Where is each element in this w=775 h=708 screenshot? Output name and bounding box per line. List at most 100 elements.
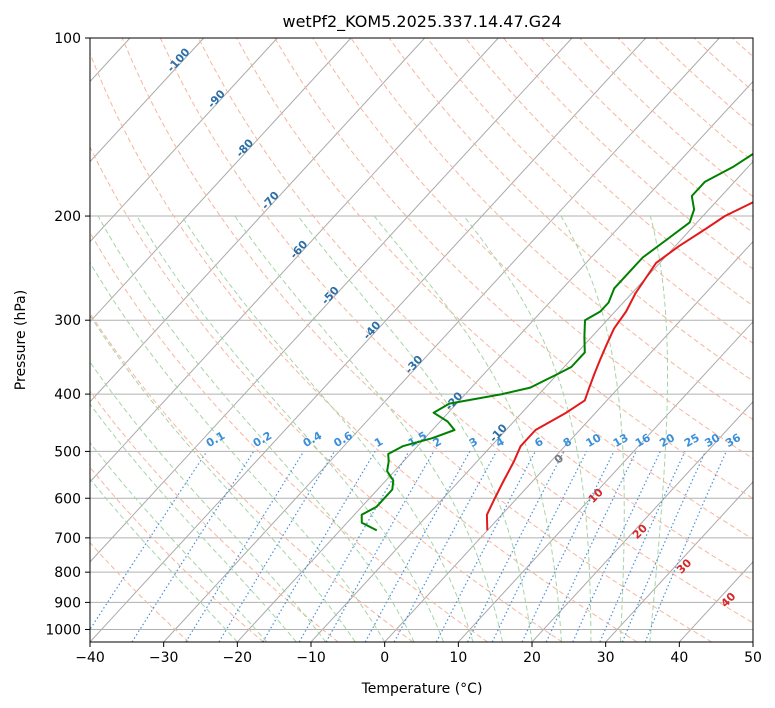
isotherm-label: -90 [205, 87, 228, 111]
dry-adiabat [274, 38, 753, 500]
isotherm-line [90, 38, 205, 163]
y-tick-label: 500 [54, 444, 81, 460]
isotherm-line [90, 38, 278, 243]
isotherm-line [752, 641, 753, 642]
moist-adiabat [463, 215, 592, 642]
x-tick-label: −10 [296, 650, 326, 666]
y-tick-label: 100 [54, 31, 81, 47]
moist-adiabat [90, 361, 327, 642]
isotherm-line [384, 240, 753, 642]
mixing-ratio-label: 30 [702, 431, 722, 450]
dry-adiabat [426, 38, 753, 344]
x-tick-label: −20 [223, 650, 253, 666]
isotherm-line [457, 320, 753, 642]
x-tick-label: 30 [597, 650, 615, 666]
mixing-ratio-line [90, 451, 208, 631]
isotherm-label: -70 [259, 189, 282, 213]
mixing-ratio-line [218, 451, 336, 642]
lifted-temp-label: 0 [552, 451, 567, 466]
isotherm-line [678, 561, 753, 642]
isotherm-line [90, 38, 352, 323]
y-tick-label: 600 [54, 491, 81, 507]
isotherm-label: -100 [165, 45, 193, 74]
background-lines [90, 38, 753, 642]
moist-adiabat [297, 215, 533, 642]
isotherm-label: -40 [360, 318, 383, 342]
isotherm-line [605, 481, 753, 642]
isotherm-line [236, 80, 753, 642]
dry-adiabat [121, 38, 712, 642]
mixing-ratio-line [325, 451, 435, 642]
isotherm-line [531, 401, 753, 642]
moist-adiabat [90, 261, 386, 642]
moist-adiabat [234, 215, 503, 642]
mixing-ratio-line [466, 451, 565, 642]
moist-adiabat [649, 215, 668, 642]
dry-adiabat [159, 38, 753, 624]
y-tick-label: 700 [54, 531, 81, 547]
mixing-ratio-label: 1 [372, 435, 385, 450]
mixing-ratio-label: 25 [682, 431, 702, 450]
mixing-ratio-label: 36 [723, 431, 743, 450]
x-tick-label: −40 [75, 650, 105, 666]
x-axis: −40 −30 −20 −10 0 10 20 30 40 50 [75, 642, 762, 666]
dry-adiabat [236, 38, 753, 540]
lifted-temp-label: 10 [586, 486, 606, 506]
dry-adiabat [731, 38, 753, 58]
moist-adiabat [97, 215, 415, 642]
dry-adiabat [503, 38, 753, 270]
plot-frame [89, 37, 754, 643]
mixing-ratio-line [621, 451, 707, 642]
mixing-ratio-label: 0.6 [332, 429, 356, 450]
moist-adiabat [90, 478, 238, 642]
moist-adiabat [560, 215, 625, 642]
x-tick-label: 50 [744, 650, 762, 666]
mixing-ratio-line [572, 451, 661, 642]
dry-adiabat [388, 38, 753, 382]
mixing-ratio-label: 0.1 [204, 429, 227, 450]
isotherm-label: -30 [403, 353, 426, 377]
mixing-ratio-label: 0.4 [301, 429, 325, 450]
y-tick-label: 300 [54, 313, 81, 329]
dry-adiabat [312, 38, 753, 460]
isotherm-line [310, 160, 753, 642]
x-tick-label: −30 [149, 650, 179, 666]
lifted-temp-label: 40 [718, 590, 738, 610]
mixing-ratio-line [131, 451, 255, 642]
y-tick-label: 1000 [45, 622, 81, 638]
y-tick-label: 800 [54, 565, 81, 581]
dewpoint-profile-line [360, 152, 753, 532]
mixing-ratio-label: 3 [467, 435, 480, 450]
mixing-ratio-line [644, 451, 727, 642]
dry-adiabat [198, 38, 753, 582]
mixing-ratio-label: 6 [532, 435, 545, 450]
mixing-ratio-label: 20 [657, 431, 677, 450]
moist-adiabat [90, 441, 268, 642]
mixing-ratio-line [393, 451, 498, 642]
moist-adiabat [181, 215, 474, 642]
isotherm-line [163, 38, 720, 642]
moist-adiabat [90, 314, 356, 642]
lifted-temp-label: 30 [674, 556, 694, 576]
dry-adiabat [90, 466, 264, 642]
moist-adiabat [373, 215, 562, 642]
x-tick-label: 0 [380, 650, 389, 666]
mixing-ratio-label: 10 [584, 431, 604, 450]
temperature-profile-line [485, 201, 753, 531]
mixing-ratio-line [185, 451, 305, 642]
isotherm-label: -80 [233, 136, 256, 160]
isotherm-line [90, 38, 573, 563]
mixing-ratio-label: 13 [611, 431, 631, 450]
dry-adiabat [90, 390, 339, 642]
x-axis-label: Temperature (°C) [361, 681, 483, 697]
y-axis: 1000 900 800 700 600 500 400 300 200 100 [45, 31, 90, 638]
series-layer [360, 152, 753, 532]
y-tick-label: 200 [54, 209, 81, 225]
isotherm-line [90, 38, 499, 483]
dry-adiabat [90, 312, 414, 642]
isotherm-label: -10 [487, 421, 510, 445]
x-tick-label: 10 [449, 650, 467, 666]
mixing-ratio-line [491, 451, 588, 642]
x-tick-label: 40 [670, 650, 688, 666]
isotherm-line [90, 38, 647, 642]
